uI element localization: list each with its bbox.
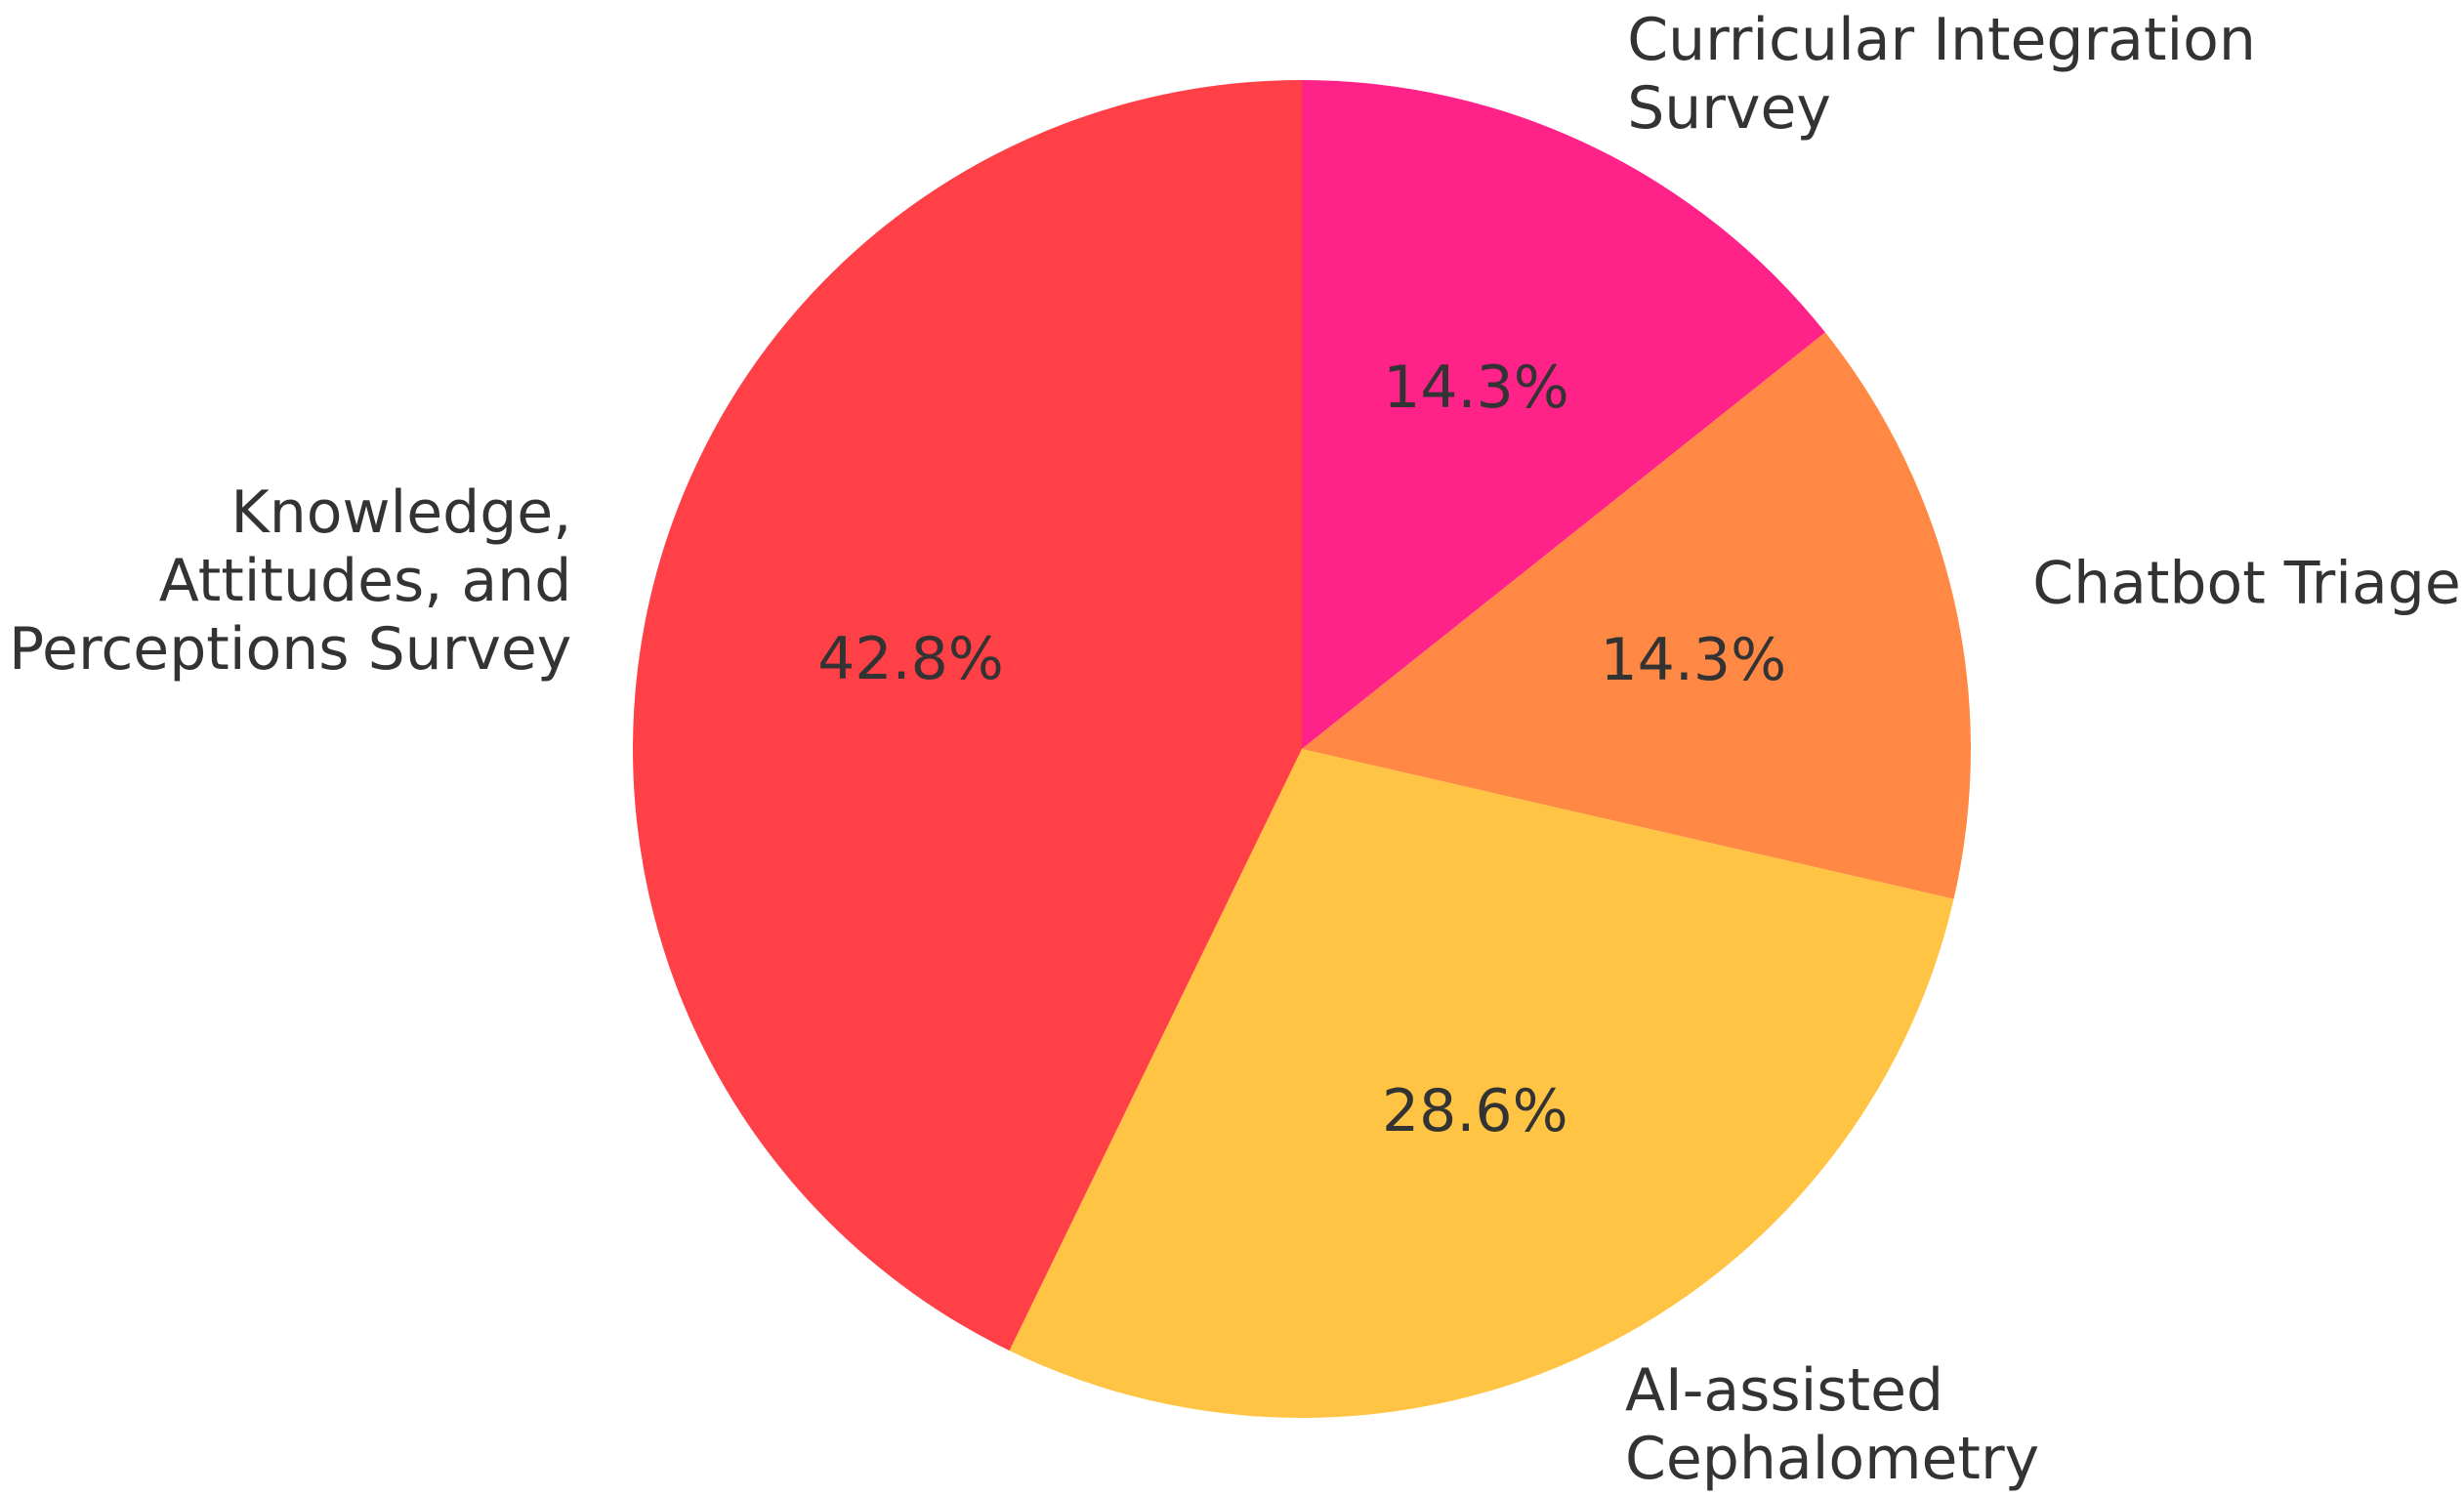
pie-slice-3	[633, 80, 1302, 1351]
pie-slice-2	[1009, 749, 1954, 1418]
pct-label-0: 14.3%	[1383, 353, 1569, 422]
category-label-3-line-2: Perceptions Survey	[9, 615, 571, 684]
pct-label-3: 42.8%	[817, 625, 1004, 693]
pie-slice-1	[1302, 332, 1972, 899]
category-label-0-line-0: Curricular Integration	[1627, 6, 2256, 74]
category-label-2-line-1: Cephalometry	[1625, 1425, 2039, 1493]
category-label-3-line-1: Attitudes, and	[159, 547, 572, 615]
category-label-2-line-0: AI-assisted	[1625, 1356, 1943, 1425]
category-label-1-line-0: Chatbot Triage	[2032, 549, 2461, 617]
pct-label-2: 28.6%	[1382, 1077, 1568, 1145]
percentage-labels: 14.3% 14.3% 28.6% 42.8%	[817, 353, 1786, 1145]
category-label-2: AI-assisted Cephalometry	[1625, 1356, 2039, 1493]
category-label-3: Knowledge, Attitudes, and Perceptions Surv…	[9, 478, 571, 684]
category-label-3-line-0: Knowledge,	[230, 478, 571, 547]
pct-label-1: 14.3%	[1600, 626, 1786, 694]
category-label-1: Chatbot Triage	[2032, 549, 2461, 617]
category-labels: Curricular Integration Survey Chatbot Tria…	[9, 6, 2461, 1493]
category-label-0-line-1: Survey	[1627, 74, 1831, 143]
pie-slices	[633, 80, 1972, 1418]
category-label-0: Curricular Integration Survey	[1627, 6, 2256, 143]
pie-slice-0	[1302, 80, 1825, 749]
